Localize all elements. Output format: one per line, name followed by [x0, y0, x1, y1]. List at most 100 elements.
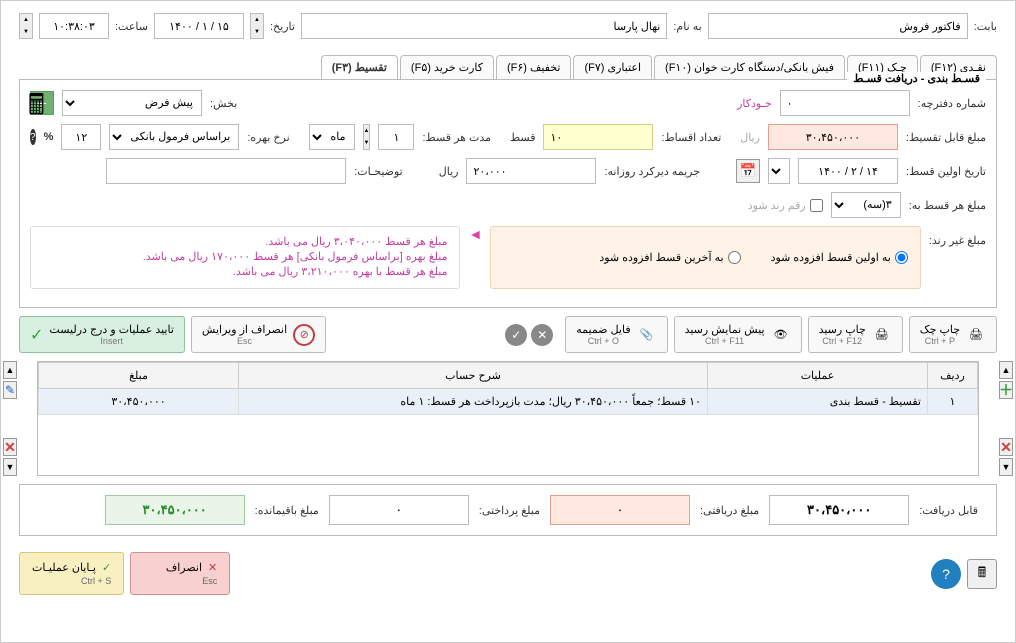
time-input[interactable] — [39, 13, 109, 39]
paid-label: مبلغ پرداختی: — [479, 504, 540, 517]
radio-first[interactable] — [895, 251, 908, 264]
rate-formula-select[interactable]: براساس فرمول بانکی — [109, 124, 239, 150]
period-input[interactable] — [378, 124, 414, 150]
table-row[interactable]: ۱ تقسیط - قسط بندی ۱۰ قسط؛ جمعاً ۳۰،۴۵۰،… — [39, 389, 978, 415]
tab-card[interactable]: کارت خرید (F۵) — [400, 55, 494, 79]
rate-input[interactable] — [61, 124, 101, 150]
count-unit: قسط — [510, 131, 536, 144]
for-input[interactable] — [708, 13, 968, 39]
table-edit[interactable]: ✎ — [3, 381, 17, 399]
finish-button[interactable]: ✓پـایان عملیـات Ctrl + S — [19, 552, 124, 595]
col-amount: مبلغ — [39, 363, 239, 389]
received-value: ۰ — [550, 495, 690, 525]
calendar-button[interactable]: 📅 — [736, 159, 760, 183]
table-down-l[interactable]: ▼ — [3, 458, 17, 476]
installable-label: مبلغ قابل تقسیط: — [906, 131, 986, 144]
name-input[interactable] — [301, 13, 667, 39]
book-no-input[interactable] — [780, 90, 910, 116]
radio-last-label: به آخرین قسط افزوده شود — [599, 251, 723, 264]
table-up-l[interactable]: ▲ — [3, 361, 17, 379]
col-desc: شرح حساب — [239, 363, 708, 389]
print-check-button[interactable]: 🖨 چاپ چکCtrl + P — [909, 316, 997, 353]
round-checkbox[interactable] — [810, 199, 823, 212]
rial-1: ریال — [740, 131, 760, 144]
remaining-value: ۳۰،۴۵۰،۰۰۰ — [105, 495, 245, 525]
panel-title: قسـط بندی - دریافت قسـط — [847, 72, 986, 85]
percent-label: % — [44, 131, 54, 143]
first-date-label: تاریخ اولین قسط: — [906, 165, 986, 178]
table-del-l[interactable]: ✕ — [3, 438, 17, 456]
for-label: بابت: — [974, 20, 997, 33]
remaining-label: مبلغ باقیمانده: — [255, 504, 319, 517]
received-label: مبلغ دریافتی: — [700, 504, 759, 517]
section-label: بخش: — [210, 97, 237, 110]
installable-input[interactable] — [768, 124, 898, 150]
radio-first-wrap[interactable]: به اولین قسط افزوده شود — [771, 251, 908, 264]
tab-bank[interactable]: فیش بانکی/دستگاه کارت خوان (F۱۰) — [654, 55, 845, 79]
notes-input[interactable] — [106, 158, 346, 184]
count-input[interactable] — [543, 124, 653, 150]
period-label: مدت هر قسط: — [422, 131, 491, 144]
paperclip-icon: 📎 — [637, 325, 657, 345]
notes-label: توضیحـات: — [354, 165, 403, 178]
table-down-r[interactable]: ▼ — [999, 458, 1013, 476]
cell-desc: ۱۰ قسط؛ جمعاً ۳۰،۴۵۰،۰۰۰ ریال؛ مدت بازپر… — [239, 389, 708, 415]
penalty-label: جریمه دیرکرد روزانه: — [604, 165, 700, 178]
check-icon: ✓ — [102, 561, 111, 574]
ok-icon-button[interactable]: ✓ — [505, 324, 527, 346]
info-line-2: مبلغ بهره [براساس فرمول بانکی] هر قسط ۱۷… — [43, 250, 447, 263]
date-input[interactable] — [154, 13, 244, 39]
each-amount-label: مبلغ هر قسط به: — [909, 199, 986, 212]
cell-idx: ۱ — [928, 389, 978, 415]
name-label: به نام: — [673, 20, 701, 33]
printer-icon: 🖨 — [872, 325, 892, 345]
preview-button[interactable]: 👁 پیش نمایش رسیدCtrl + F11 — [674, 316, 802, 353]
receivable-value: ۳۰،۴۵۰،۰۰۰ — [769, 495, 909, 525]
table-del[interactable]: ✕ — [999, 438, 1013, 456]
table-up-r[interactable]: ▲ — [999, 361, 1013, 379]
col-row: ردیف — [928, 363, 978, 389]
tab-discount[interactable]: تخفیف (F۶) — [496, 55, 571, 79]
rial-2: ریال — [439, 165, 459, 178]
radio-last-wrap[interactable]: به آخرین قسط افزوده شود — [599, 251, 740, 264]
tab-installment[interactable]: تقسیط (F۳) — [321, 55, 398, 79]
tab-credit[interactable]: اعتباری (F۷) — [573, 55, 652, 79]
cancel-button[interactable]: ✕انصراف Esc — [130, 552, 230, 595]
time-spinner[interactable]: ▲▼ — [19, 13, 33, 39]
check-icon: ✓ — [30, 325, 43, 345]
x-icon: ✕ — [208, 561, 217, 574]
cancel-icon-button[interactable]: ✕ — [531, 324, 553, 346]
first-date-input[interactable] — [798, 158, 898, 184]
table-add[interactable]: ＋ — [999, 381, 1013, 399]
each-amount-select[interactable]: ۳(سه) — [831, 192, 901, 218]
rate-label: نرخ بهره: — [247, 131, 289, 144]
section-select[interactable]: پیش فرض — [62, 90, 202, 116]
count-label: تعداد اقساط: — [661, 131, 721, 144]
no-entry-icon: ⊘ — [293, 324, 315, 346]
period-unit-select[interactable]: ماه — [309, 124, 355, 150]
date-spinner[interactable]: ▲▼ — [250, 13, 264, 39]
round-checkbox-wrap[interactable]: رقم رند شود — [748, 199, 823, 212]
first-date-dd[interactable] — [768, 158, 790, 184]
cell-op: تقسیط - قسط بندی — [708, 389, 928, 415]
receivable-label: قابل دریافت: — [919, 504, 978, 517]
unround-label: مبلغ غیر رند: — [929, 226, 986, 289]
time-label: ساعت: — [115, 20, 148, 33]
print-receipt-button[interactable]: 🖨 چاپ رسیدCtrl + F12 — [808, 316, 903, 353]
round-label: رقم رند شود — [748, 199, 806, 212]
penalty-input[interactable] — [466, 158, 596, 184]
help-button[interactable]: ? — [931, 559, 961, 589]
attach-button[interactable]: 📎 فایل ضمیمهCtrl + O — [565, 316, 667, 353]
printer-icon: 🖨 — [966, 325, 986, 345]
eye-icon: 👁 — [771, 325, 791, 345]
calc-button[interactable]: 🖩 — [967, 559, 997, 589]
date-label: تاریخ: — [270, 20, 295, 33]
radio-first-label: به اولین قسط افزوده شود — [771, 251, 891, 264]
col-op: عملیات — [708, 363, 928, 389]
auto-label[interactable]: خـودکار — [737, 97, 772, 110]
radio-last[interactable] — [728, 251, 741, 264]
period-spinner[interactable]: ▲▼ — [363, 124, 371, 150]
paid-value: ۰ — [329, 495, 469, 525]
confirm-button[interactable]: تایید عملیات و درج درلیستInsert ✓ — [19, 316, 185, 353]
cancel-edit-button[interactable]: ⊘ انصراف از ویرایشEsc — [191, 316, 326, 353]
